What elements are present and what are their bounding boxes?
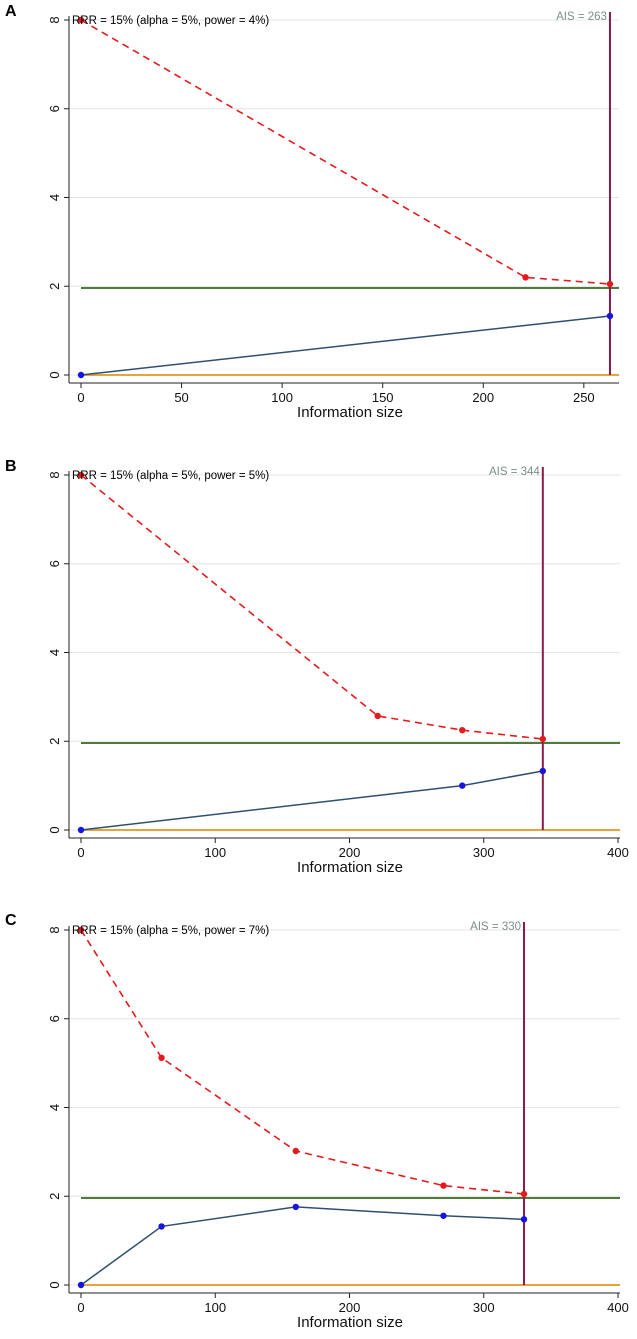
panel-c-boundary-point-2 (292, 1147, 299, 1155)
panel-b-boundary-point-2 (459, 726, 466, 734)
panel-c-ytick-label-6: 6 (47, 1015, 62, 1022)
panel-a-x-axis-label: Information size (297, 404, 403, 421)
panel-c-zcurve-point-1 (158, 1223, 165, 1230)
panel-a-xtick-label-50: 50 (174, 390, 188, 405)
panel-b-boundary-point-0 (77, 471, 85, 479)
panel-c-letter: C (5, 912, 17, 929)
panel-a-xtick-label-150: 150 (372, 390, 394, 405)
panel-c-zcurve-point-0 (77, 1281, 85, 1289)
panel-c-ytick-label-8: 8 (47, 926, 62, 933)
panel-a-zcurve-point-1 (606, 312, 614, 320)
panel-a-boundary-point-2 (606, 280, 614, 288)
panel-a-annotation: RRR = 15% (alpha = 5%, power = 4%) (72, 15, 269, 27)
panel-c-x-axis-label: Information size (297, 1314, 403, 1331)
panel-c-boundary-point-3 (440, 1182, 447, 1189)
panel-a-zcurve-line (80, 315, 611, 376)
panel-a-ytick-label-4: 4 (47, 194, 62, 201)
panel-b-boundary-line (80, 474, 543, 740)
panel-a-xtick-label-0: 0 (77, 390, 84, 405)
panel-c-boundary-point-4 (520, 1190, 528, 1198)
panel-a-xtick-label-200: 200 (472, 390, 494, 405)
panel-b-ytick-label-0: 0 (47, 826, 62, 833)
panel-a-ytick-label-8: 8 (47, 16, 62, 23)
panel-a-boundary-line (80, 19, 611, 285)
panel-a-ytick-label-6: 6 (47, 105, 62, 112)
panel-a-letter: A (5, 3, 17, 20)
panel-c-ytick-label-4: 4 (47, 1104, 62, 1111)
panel-c-ytick-label-0: 0 (47, 1281, 62, 1288)
panel-c-ytick-label-2: 2 (47, 1193, 62, 1200)
panel-b-xtick-label-200: 200 (339, 845, 361, 860)
panel-c-xtick-label-100: 100 (204, 1300, 226, 1315)
panel-b-xtick-label-100: 100 (204, 845, 226, 860)
panel-b-boundary-point-3 (539, 735, 547, 743)
panel-c-xtick-label-200: 200 (339, 1300, 361, 1315)
panel-c-annotation: RRR = 15% (alpha = 5%, power = 7%) (72, 925, 269, 937)
panel-c-xtick-label-0: 0 (77, 1300, 84, 1315)
panel-a-ytick-label-0: 0 (47, 371, 62, 378)
panel-b: B 0 2 4 6 8 0 100 200 300 400 Information size AIS =… (5, 458, 629, 876)
panel-b-x-axis-label: Information size (297, 859, 403, 876)
panel-a-zcurve-point-0 (77, 371, 85, 379)
panel-b-letter: B (5, 458, 17, 475)
panel-b-ais-label: AIS = 344 (489, 466, 540, 478)
panel-c-xtick-label-400: 400 (607, 1300, 629, 1315)
panel-b-xtick-label-400: 400 (607, 845, 629, 860)
panel-b-ytick-label-2: 2 (47, 738, 62, 745)
panel-a-xtick-label-100: 100 (271, 390, 293, 405)
panel-b-ytick-label-6: 6 (47, 560, 62, 567)
panel-a-ytick-label-2: 2 (47, 283, 62, 290)
panel-b-ytick-label-4: 4 (47, 649, 62, 656)
panel-b-ytick-label-8: 8 (47, 471, 62, 478)
panel-c: C 0 2 4 6 8 0 100 200 300 400 Information size AIS =… (5, 912, 629, 1331)
panel-a-boundary-point-1 (522, 274, 529, 281)
panel-b-xtick-label-300: 300 (473, 845, 495, 860)
panel-c-zcurve-point-4 (520, 1216, 528, 1223)
panel-a-boundary-point-0 (77, 16, 85, 24)
panel-b-annotation: RRR = 15% (alpha = 5%, power = 5%) (72, 470, 269, 482)
panel-c-boundary-point-1 (158, 1054, 165, 1062)
panel-a-xtick-label-250: 250 (573, 390, 595, 405)
panel-b-zcurve-point-0 (77, 826, 85, 834)
panel-c-zcurve-point-3 (440, 1212, 447, 1219)
panel-a-ais-label: AIS = 263 (556, 11, 607, 23)
panel-a: A 0 2 4 6 8 0 50 100 150 200 250 Information size AIS… (5, 3, 619, 421)
panel-c-boundary-point-0 (77, 926, 85, 934)
panel-c-xtick-label-300: 300 (473, 1300, 495, 1315)
panel-c-zcurve-point-2 (292, 1203, 299, 1211)
panel-b-xtick-label-0: 0 (77, 845, 84, 860)
panel-b-zcurve-point-2 (539, 767, 547, 775)
panel-c-ais-label: AIS = 330 (470, 921, 521, 933)
panel-b-zcurve-point-1 (459, 782, 466, 789)
panel-b-boundary-point-1 (374, 712, 381, 720)
